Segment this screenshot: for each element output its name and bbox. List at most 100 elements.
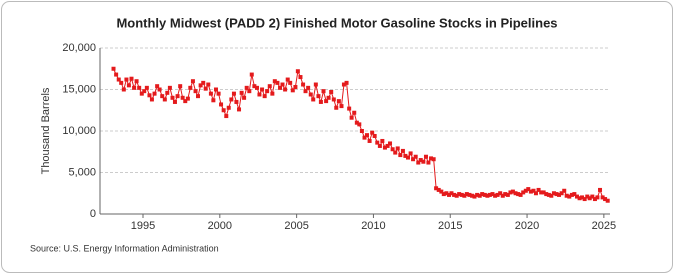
- data-point: [370, 130, 375, 135]
- data-point: [295, 69, 300, 74]
- data-point: [237, 107, 242, 112]
- data-point: [242, 95, 247, 100]
- data-point: [170, 95, 175, 100]
- data-point: [564, 193, 569, 198]
- data-point: [190, 79, 195, 84]
- data-point: [316, 94, 321, 99]
- data-point: [313, 82, 318, 87]
- data-point: [270, 91, 275, 96]
- data-point: [421, 159, 426, 164]
- data-point: [582, 197, 587, 202]
- data-point: [357, 122, 362, 127]
- data-point: [180, 95, 185, 100]
- data-point: [134, 79, 139, 84]
- data-point: [201, 80, 206, 85]
- data-point: [405, 155, 410, 160]
- data-point: [518, 192, 523, 197]
- data-point: [393, 150, 398, 155]
- data-point: [198, 83, 203, 88]
- data-point: [395, 146, 400, 151]
- data-point: [229, 97, 234, 102]
- data-point: [239, 90, 244, 95]
- data-point: [452, 192, 457, 197]
- data-point: [216, 91, 221, 96]
- data-point: [121, 87, 126, 92]
- data-point: [162, 97, 167, 102]
- data-point: [167, 85, 172, 90]
- data-point: [372, 133, 377, 138]
- data-point: [247, 89, 252, 94]
- data-point: [569, 192, 574, 197]
- data-point: [554, 192, 559, 197]
- data-point: [441, 192, 446, 197]
- data-point: [382, 145, 387, 150]
- data-point: [362, 135, 367, 140]
- data-point: [567, 194, 572, 199]
- data-point: [585, 194, 590, 199]
- data-point: [498, 191, 503, 196]
- data-point: [513, 191, 518, 196]
- data-point: [503, 192, 508, 197]
- data-point: [262, 94, 267, 99]
- data-point: [431, 157, 436, 162]
- data-point: [426, 160, 431, 165]
- data-point: [265, 89, 270, 94]
- data-point: [605, 198, 610, 203]
- data-point: [188, 85, 193, 90]
- data-point: [116, 77, 121, 82]
- data-point: [347, 106, 352, 111]
- data-point: [470, 193, 475, 198]
- data-point: [482, 192, 487, 197]
- data-point: [155, 84, 160, 89]
- data-point: [439, 189, 444, 194]
- x-tick-label: 2015: [438, 220, 462, 232]
- data-point: [211, 98, 216, 103]
- x-tick-label: 2025: [592, 220, 616, 232]
- data-point: [377, 143, 382, 148]
- data-point: [124, 77, 129, 82]
- data-point: [193, 89, 198, 94]
- data-point: [472, 194, 477, 199]
- data-point: [390, 147, 395, 152]
- data-point: [339, 104, 344, 109]
- data-point: [354, 120, 359, 125]
- data-point: [206, 82, 211, 87]
- data-point: [493, 193, 498, 198]
- data-point: [429, 156, 434, 161]
- y-tick-label: 10,000: [62, 125, 96, 137]
- data-point: [598, 187, 603, 192]
- data-point: [219, 102, 224, 107]
- data-point: [480, 192, 485, 197]
- data-point: [508, 190, 513, 195]
- data-point: [303, 89, 308, 94]
- data-point: [528, 189, 533, 194]
- data-point: [549, 193, 554, 198]
- y-tick-label: 15,000: [62, 83, 96, 95]
- data-point: [129, 76, 134, 81]
- data-point: [196, 94, 201, 99]
- data-point: [536, 187, 541, 192]
- data-point: [272, 79, 277, 84]
- data-point: [324, 99, 329, 104]
- data-point: [418, 158, 423, 163]
- data-point: [434, 186, 439, 191]
- y-tick-label: 0: [90, 208, 96, 220]
- data-point: [603, 197, 608, 202]
- data-point: [510, 189, 515, 194]
- data-point: [574, 194, 579, 199]
- data-point: [557, 192, 561, 197]
- data-point: [413, 154, 418, 159]
- data-point: [132, 85, 137, 90]
- data-point: [221, 108, 226, 113]
- y-axis-label: Thousand Barrels: [40, 87, 52, 174]
- data-point: [321, 89, 326, 94]
- data-point: [462, 193, 467, 198]
- data-point: [318, 99, 323, 104]
- data-point: [137, 85, 142, 90]
- data-point: [447, 192, 452, 197]
- data-point: [301, 82, 306, 87]
- data-point: [298, 75, 303, 80]
- data-point: [114, 72, 119, 77]
- data-point: [152, 91, 157, 96]
